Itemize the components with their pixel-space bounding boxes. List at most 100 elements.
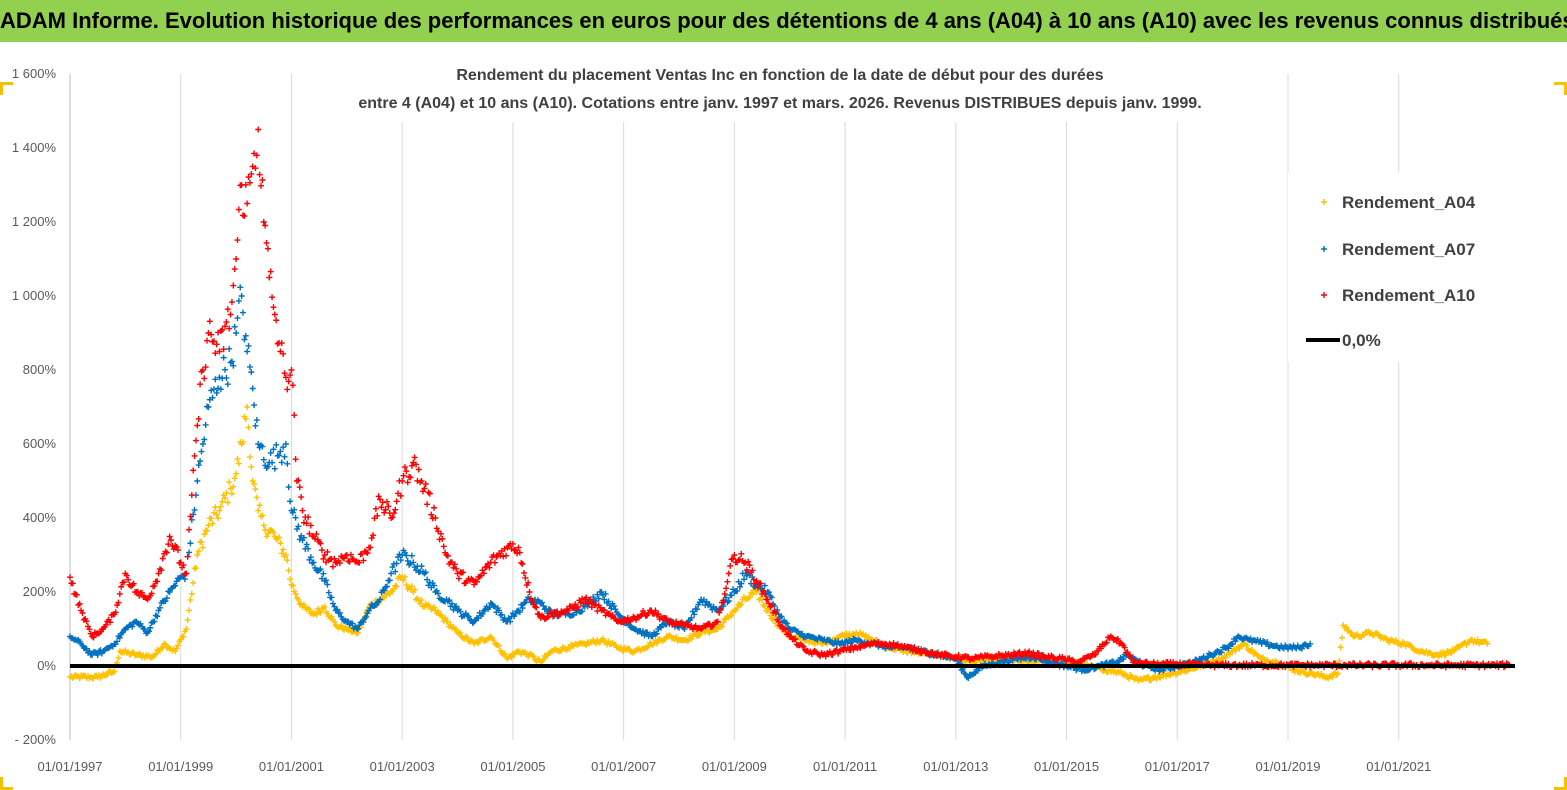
data-point	[743, 566, 750, 573]
x-tick-label: 01/01/2011	[813, 759, 877, 774]
data-point	[107, 619, 114, 626]
banner	[0, 0, 1567, 42]
data-point	[76, 638, 83, 645]
x-tick-label: 01/01/2007	[591, 759, 656, 774]
data-point	[198, 368, 205, 375]
data-point	[226, 479, 233, 486]
data-point	[411, 564, 418, 571]
data-point	[209, 520, 216, 527]
data-point	[1150, 658, 1157, 665]
data-point	[342, 623, 349, 630]
data-point	[734, 604, 741, 611]
data-point	[915, 645, 922, 652]
data-point	[213, 341, 220, 348]
data-point	[318, 575, 325, 582]
data-point	[408, 552, 415, 559]
data-point	[426, 490, 433, 497]
data-point	[181, 628, 188, 635]
data-point	[1156, 668, 1163, 675]
y-tick-label: 1 200%	[12, 214, 57, 229]
data-point	[249, 385, 256, 392]
data-point	[233, 330, 240, 336]
data-point	[230, 282, 237, 289]
data-point	[401, 464, 408, 471]
data-point	[227, 311, 234, 318]
data-point	[174, 642, 181, 649]
data-point	[817, 653, 824, 660]
data-point	[640, 628, 647, 635]
data-point	[264, 463, 271, 470]
data-point	[191, 452, 198, 459]
data-point	[307, 522, 314, 529]
data-point	[388, 570, 395, 577]
data-point	[410, 559, 417, 566]
frame-corner	[0, 777, 13, 790]
data-point	[296, 484, 303, 491]
data-point	[280, 350, 287, 357]
data-point	[231, 323, 238, 330]
data-point	[228, 299, 235, 306]
legend-label: Rendement_A07	[1342, 240, 1475, 259]
x-tick-label: 01/01/1997	[37, 759, 102, 774]
data-point	[965, 675, 972, 682]
data-point	[336, 560, 343, 567]
data-point	[317, 609, 324, 616]
data-point	[1366, 630, 1373, 637]
legend: Rendement_A04 Rendement_A07 Rendement_A10 0…	[1288, 172, 1508, 362]
data-point	[292, 456, 299, 463]
data-point	[138, 589, 145, 596]
data-point	[363, 613, 370, 620]
data-point	[396, 477, 403, 484]
data-point	[592, 640, 599, 647]
data-point	[716, 609, 723, 616]
data-point	[1128, 655, 1135, 662]
y-tick-label: 0%	[37, 658, 56, 673]
data-point	[533, 604, 540, 611]
data-point	[746, 562, 753, 569]
data-point	[473, 578, 480, 585]
data-point	[69, 580, 76, 587]
data-point	[768, 602, 775, 609]
data-point	[190, 579, 197, 586]
data-point	[464, 634, 471, 641]
data-point	[392, 506, 399, 513]
data-point	[174, 547, 181, 554]
data-point	[580, 600, 587, 607]
data-point	[381, 509, 388, 516]
data-point	[274, 340, 281, 347]
data-point	[1442, 652, 1449, 659]
data-point	[749, 567, 756, 574]
data-point	[320, 605, 327, 612]
data-point	[372, 505, 379, 512]
data-point	[287, 372, 294, 379]
data-point	[1229, 640, 1236, 647]
data-point	[424, 576, 431, 583]
data-point	[1399, 639, 1406, 646]
data-point	[298, 600, 305, 607]
data-point	[187, 596, 194, 603]
data-point	[519, 605, 526, 612]
data-point	[586, 600, 593, 607]
data-point	[393, 498, 400, 505]
data-point	[449, 600, 456, 607]
data-point	[237, 284, 244, 291]
data-point	[277, 448, 284, 455]
data-point	[324, 581, 331, 588]
data-point	[1337, 644, 1344, 651]
data-point	[256, 171, 263, 178]
data-point	[516, 609, 523, 616]
data-point	[284, 460, 291, 467]
data-point	[453, 626, 460, 633]
data-point	[180, 633, 187, 640]
data-point	[765, 607, 772, 614]
data-point	[228, 358, 235, 365]
data-point	[313, 611, 320, 618]
data-point	[222, 366, 229, 373]
data-point	[516, 549, 523, 556]
data-point	[240, 439, 247, 446]
data-point	[579, 608, 586, 615]
data-point	[739, 570, 746, 577]
data-point	[201, 436, 208, 443]
data-point	[601, 596, 608, 603]
data-point	[258, 513, 265, 520]
